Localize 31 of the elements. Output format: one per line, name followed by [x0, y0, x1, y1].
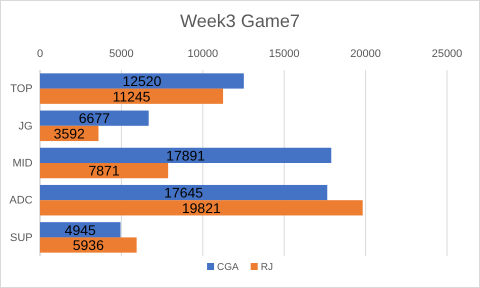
x-tick-label: 5000: [109, 48, 134, 60]
y-tick-label: ADC: [9, 194, 33, 207]
x-tick-label: 25000: [432, 48, 462, 60]
bar: [40, 110, 149, 126]
legend-label: CGA: [217, 262, 240, 273]
bar: [40, 184, 328, 200]
x-tick-label: 10000: [188, 48, 218, 60]
y-tick-label: TOP: [10, 83, 33, 96]
bar: [40, 73, 244, 89]
x-tick-label: 20000: [350, 48, 381, 60]
legend-label: RJ: [260, 262, 273, 273]
bar: [40, 88, 224, 104]
chart-title: Week3 Game7: [180, 11, 300, 31]
x-tick-label: 15000: [268, 48, 300, 60]
data-label: 19821: [182, 200, 222, 216]
data-label: 3592: [54, 125, 86, 142]
data-label: 7871: [88, 162, 120, 179]
data-label: 12520: [122, 73, 162, 90]
bar: [40, 148, 332, 163]
data-label: 5936: [72, 237, 104, 254]
data-label: 17891: [166, 147, 206, 164]
x-tick-label: 0: [36, 48, 44, 60]
y-tick-label: MID: [12, 158, 33, 170]
data-label: 4945: [64, 222, 96, 238]
y-tick-label: SUP: [10, 232, 33, 244]
data-label: 17645: [164, 184, 204, 201]
y-tick-label: JG: [18, 120, 33, 132]
data-label: 6677: [78, 110, 110, 126]
bar: [40, 163, 168, 178]
data-label: 11245: [112, 88, 151, 104]
bar: [40, 200, 363, 216]
